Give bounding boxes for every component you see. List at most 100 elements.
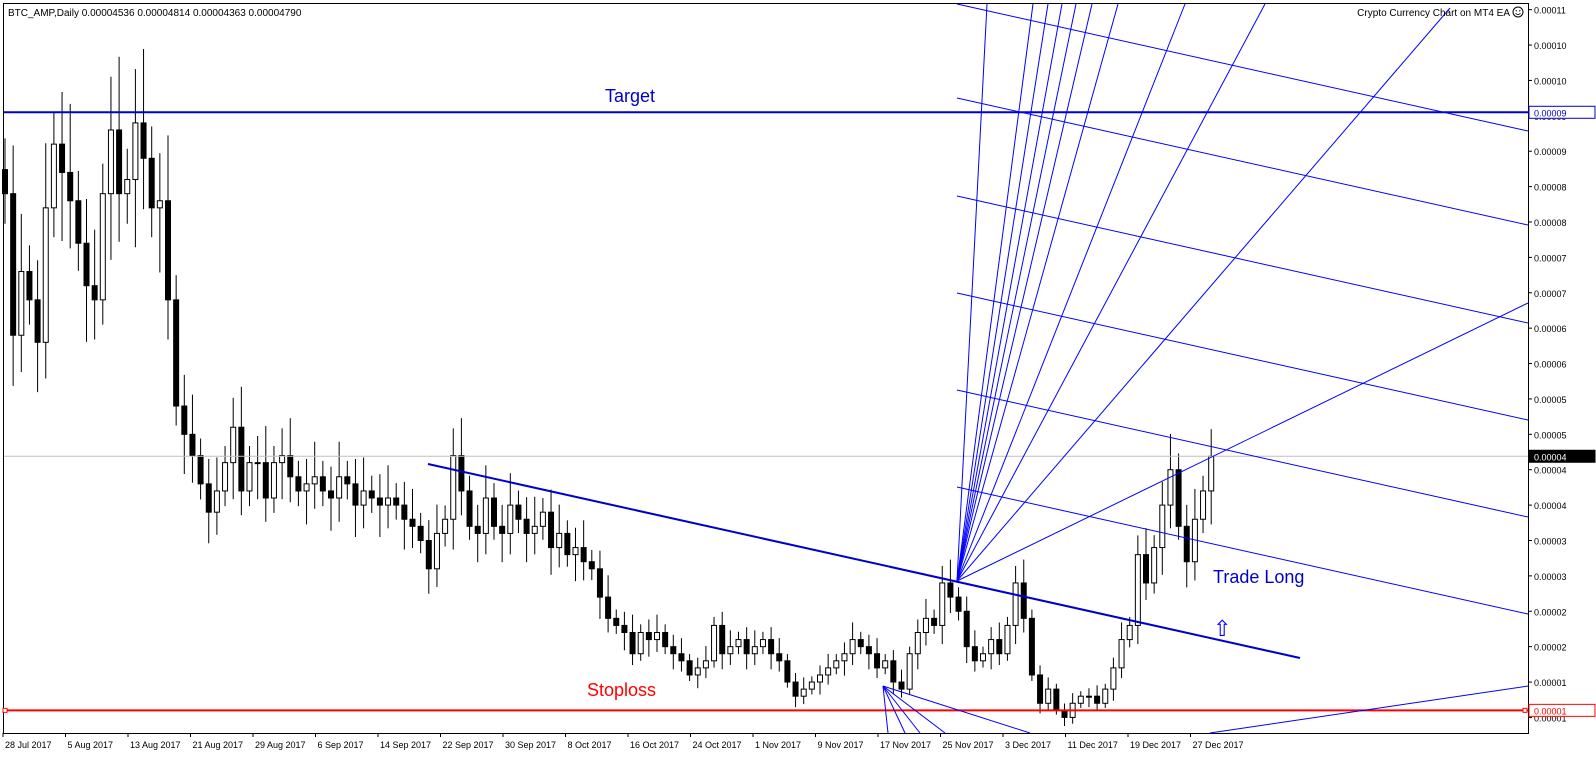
candle-body [1167, 469, 1174, 506]
candle-body [336, 476, 343, 499]
x-tick-label: 19 Dec 2017 [1130, 740, 1181, 750]
x-tick-label: 8 Oct 2017 [568, 740, 612, 750]
candle-body [882, 660, 889, 669]
gann-fan-line [956, 3, 1093, 582]
candle-body [91, 285, 98, 301]
candle [596, 550, 603, 619]
candle [433, 504, 440, 587]
candle-body [1183, 525, 1190, 563]
candle-body [499, 525, 506, 534]
candle-body [246, 462, 253, 492]
candle-body [491, 497, 497, 527]
candle-body [230, 426, 237, 464]
candle [442, 505, 449, 547]
candle [507, 473, 514, 555]
candle [352, 458, 359, 538]
candle-body [287, 455, 294, 478]
candle-body [482, 497, 489, 534]
candle-body [914, 631, 921, 655]
candle-body [1061, 709, 1068, 718]
candle [1037, 665, 1044, 714]
candle-body [34, 299, 41, 343]
stoploss-price-label: 0.00001 [1534, 706, 1567, 716]
candle [132, 69, 139, 248]
candle-body [564, 532, 571, 556]
candle-body [939, 582, 946, 626]
candle-body [132, 122, 139, 181]
candle-body [1110, 667, 1117, 690]
candle [1085, 688, 1092, 708]
candle-body [10, 193, 17, 336]
candle [368, 475, 375, 513]
x-tick-label: 29 Aug 2017 [255, 740, 306, 750]
gann-fan-line [956, 3, 1119, 582]
candle [279, 428, 286, 500]
candle [580, 520, 587, 581]
candle-body [238, 426, 245, 492]
candle-body [988, 639, 995, 655]
y-tick-label: 0.00007 [1534, 253, 1567, 263]
x-tick-label: 3 Dec 2017 [1005, 740, 1051, 750]
candle [254, 436, 261, 500]
candle-body [1004, 624, 1011, 655]
candle [360, 457, 367, 529]
y-tick-label: 0.00004 [1534, 466, 1567, 476]
candle [654, 614, 660, 653]
candle [751, 630, 758, 666]
candle-body [18, 271, 25, 336]
candle [702, 646, 709, 679]
candle [491, 483, 497, 540]
candle [711, 616, 718, 668]
candle [1159, 481, 1166, 575]
candle [148, 126, 155, 238]
smiley-icon [1512, 6, 1524, 18]
candle [417, 512, 424, 554]
candle [2, 138, 8, 224]
y-tick-label: 0.00010 [1534, 76, 1567, 86]
x-tick-label: 25 Nov 2017 [943, 740, 994, 750]
y-tick-label: 0.00008 [1534, 218, 1567, 228]
target-label: Target [605, 86, 655, 106]
candle-body [417, 525, 424, 541]
candle-body [548, 511, 555, 549]
candle [336, 441, 343, 522]
candle-body [605, 596, 612, 619]
candle [637, 624, 644, 661]
candle-body [1175, 469, 1182, 527]
candle [1102, 683, 1109, 708]
candle [10, 145, 17, 386]
x-tick-label: 24 Oct 2017 [693, 740, 742, 750]
candle-body [99, 193, 106, 301]
candle [482, 465, 489, 555]
trade-long-label: Trade Long [1213, 567, 1304, 587]
candle [980, 646, 986, 668]
up-arrow-icon: ⇧ [1213, 616, 1231, 641]
candle [425, 520, 432, 594]
candle [42, 143, 49, 379]
candle-body [376, 497, 383, 506]
x-tick-label: 9 Nov 2017 [818, 740, 864, 750]
x-tick-label: 11 Dec 2017 [1068, 740, 1118, 750]
candle-body [401, 504, 408, 520]
candle-body [311, 476, 318, 485]
candle-body [719, 624, 726, 655]
candle-body [947, 582, 954, 598]
lower-fan-line [882, 685, 921, 734]
candle [735, 631, 742, 655]
candle-body [507, 504, 514, 534]
current-price-box [1528, 449, 1596, 463]
gann-grid-line [956, 389, 1529, 518]
candle-body [1200, 490, 1207, 520]
candle [50, 111, 57, 238]
candle-body [817, 674, 823, 683]
candle-body [694, 667, 701, 676]
candle-body [1126, 624, 1133, 641]
candle-body [1159, 504, 1166, 549]
candle-body [213, 490, 220, 513]
candle [768, 627, 775, 670]
candle-body [1134, 554, 1141, 626]
candle-body [385, 497, 392, 506]
candle [230, 397, 237, 500]
candle-body [83, 242, 90, 287]
